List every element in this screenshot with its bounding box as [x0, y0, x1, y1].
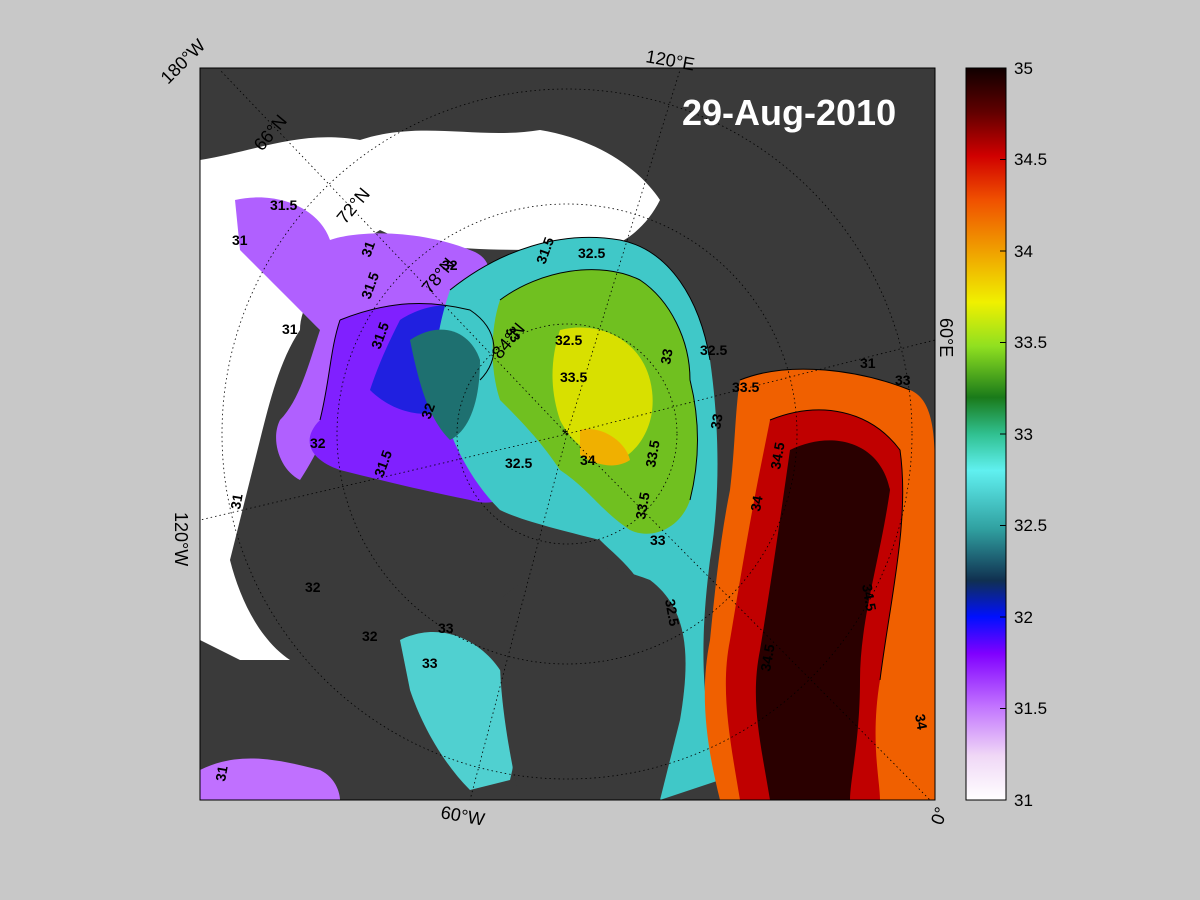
- contour-label: 32.5: [555, 332, 582, 348]
- graticule-84n: [456, 323, 678, 545]
- graticule-meridian-b: [566, 69, 681, 435]
- contour-label: 33: [422, 655, 438, 671]
- contour-label: 32.5: [700, 342, 727, 358]
- lon-label-0: 0°: [927, 804, 952, 827]
- contour-line: [499, 269, 698, 501]
- contour-label: 33: [657, 347, 675, 365]
- contour-label: 32.5: [505, 455, 532, 471]
- colorbar: 35 34.5 34 33.5 33 32.5 32 31.5 31: [965, 59, 1047, 810]
- contour-label: 31: [860, 355, 876, 371]
- map-frame: [199, 67, 936, 801]
- contour-label: 33.5: [632, 491, 653, 521]
- contour-label: 32: [305, 579, 321, 595]
- contour-label: 33: [707, 412, 725, 430]
- lon-label-120w: 120°W: [171, 512, 191, 566]
- colorbar-tick-label: 32.5: [1014, 516, 1047, 535]
- contour-label: 34: [580, 452, 596, 468]
- contour-label: 31: [282, 321, 298, 337]
- contour-label: 32.5: [578, 245, 605, 261]
- colorbar-tick-label: 32: [1014, 608, 1033, 627]
- contour-label: 34: [747, 494, 765, 512]
- date-label: 29-Aug-2010: [682, 92, 896, 133]
- map-panel: * 29-Aug-2010 66°N 72°N 78°N 84°N 31.5 3…: [200, 68, 935, 800]
- contour-label: 34.5: [859, 583, 880, 613]
- contour-line: [769, 409, 904, 681]
- baffin-purple-bits: [200, 758, 340, 800]
- contour-label: 34.5: [767, 441, 788, 471]
- contour-label: 33: [650, 532, 666, 548]
- colorbar-tick-label: 31: [1014, 791, 1033, 810]
- graticule-meridian-e: [469, 433, 568, 800]
- colorbar-tick-label: 33: [1014, 425, 1033, 444]
- contour-lines: [319, 237, 911, 681]
- lon-label-60w: 60°W: [439, 802, 486, 829]
- colorbar-tick-label: 33.5: [1014, 333, 1047, 352]
- greenland-landmass: [500, 566, 686, 800]
- contour-label: 31: [358, 239, 378, 259]
- contour-label: 34: [912, 713, 930, 731]
- eurasian-yellow-region: [552, 327, 653, 460]
- dark-teal-zone: [410, 329, 480, 440]
- contour-line: [449, 237, 711, 361]
- contour-label: 32: [442, 257, 458, 273]
- contour-label: 33.5: [560, 369, 587, 385]
- contour-label: 33.5: [732, 379, 759, 395]
- lon-label-60e: 60°E: [936, 318, 956, 357]
- contour-label: 31: [232, 232, 248, 248]
- contour-label: 32.5: [662, 598, 683, 628]
- contour-label: 32: [310, 435, 326, 451]
- colorbar-gradient-bar: [965, 67, 1007, 801]
- colorbar-tick-label: 31.5: [1014, 699, 1047, 718]
- atlantic-dark-core: [755, 440, 890, 800]
- colorbar-tick-label: 35: [1014, 59, 1033, 78]
- graticule-meridian-c: [566, 339, 935, 435]
- contour-label: 32: [418, 401, 438, 421]
- north-pole-marker: *: [562, 427, 568, 444]
- contour-label: 31.5: [270, 197, 297, 213]
- contour-label: 33.5: [642, 439, 663, 469]
- contour-label: 31: [212, 764, 230, 782]
- contour-label: 32: [362, 628, 378, 644]
- graticule-78n: [336, 203, 798, 665]
- contour-label: 31: [227, 492, 245, 510]
- contour-line: [319, 319, 341, 421]
- contour-label: 33: [895, 372, 911, 388]
- graticule-meridian-d: [566, 433, 931, 800]
- graticule-meridian-a: [219, 69, 568, 435]
- colorbar-tick-label: 34.5: [1014, 150, 1047, 169]
- graticule-72n: [221, 88, 913, 780]
- contour-line: [739, 368, 911, 391]
- contour-label: 33: [438, 620, 454, 636]
- contour-line: [339, 302, 495, 381]
- contour-label: 34.5: [757, 643, 778, 673]
- contour-label: 33: [502, 324, 524, 346]
- graticule: [200, 69, 935, 800]
- colorbar-tick-label: 34: [1014, 242, 1033, 261]
- eurasian-orange-spot: [580, 429, 630, 466]
- colorbar-ticks: [1000, 67, 1006, 801]
- baffin-teal-region: [400, 631, 517, 790]
